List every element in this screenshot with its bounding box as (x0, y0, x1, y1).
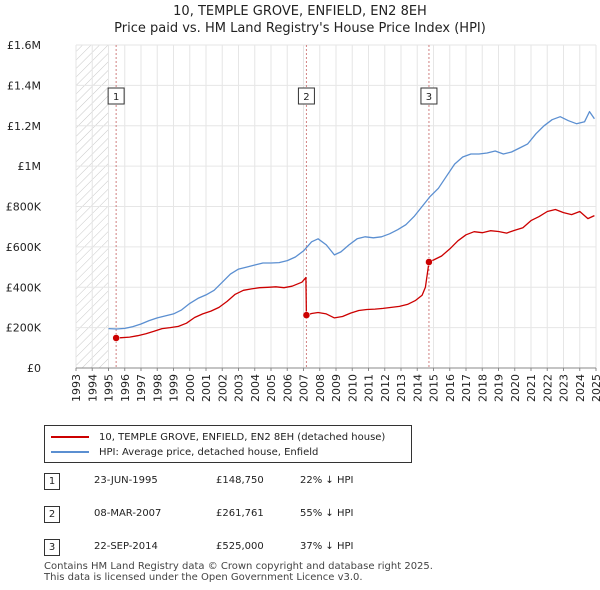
x-tick-label: 2014 (411, 374, 424, 402)
sale-date: 22-SEP-2014 (94, 541, 158, 552)
x-tick-label: 2016 (444, 374, 457, 402)
x-tick-label: 2005 (265, 374, 278, 402)
legend-entry-hpi: HPI: Average price, detached house, Enfi… (51, 445, 318, 459)
footer-copyright: Contains HM Land Registry data © Crown c… (44, 561, 433, 572)
sale-number-badge: 1 (44, 473, 60, 490)
legend-label-hpi: HPI: Average price, detached house, Enfi… (99, 446, 319, 458)
x-tick-label: 2013 (395, 374, 408, 402)
x-tick-label: 1997 (135, 374, 148, 402)
y-tick-label: £1.6M (7, 39, 41, 52)
sale-hpi-diff: 22% ↓ HPI (300, 475, 354, 486)
sale-point (112, 334, 120, 342)
x-tick-label: 2009 (330, 374, 343, 402)
x-tick-label: 2006 (281, 374, 294, 402)
y-tick-label: £1.2M (7, 120, 41, 133)
x-tick-label: 2008 (314, 374, 327, 402)
x-tick-label: 2011 (363, 374, 376, 402)
sale-point (302, 311, 311, 319)
legend-entry-property: 10, TEMPLE GROVE, ENFIELD, EN2 8EH (deta… (51, 430, 385, 444)
y-tick-label: £0 (27, 362, 41, 375)
x-tick-label: 2001 (200, 374, 213, 402)
sale-marker-box (297, 87, 315, 105)
sale-point (425, 258, 433, 266)
sale-marker-box (107, 87, 125, 105)
x-tick-label: 1999 (168, 374, 181, 402)
sale-date: 23-JUN-1995 (94, 475, 158, 486)
sale-marker-label: 1 (113, 92, 119, 103)
x-tick-label: 2019 (493, 374, 506, 402)
x-tick-label: 1993 (70, 374, 83, 402)
legend-label-property: 10, TEMPLE GROVE, ENFIELD, EN2 8EH (deta… (99, 431, 386, 443)
x-tick-label: 1996 (119, 374, 132, 402)
sale-price: £261,761 (216, 508, 264, 519)
sale-row: 3 22-SEP-2014 £525,000 37% ↓ HPI (44, 537, 444, 559)
sale-hpi-diff: 55% ↓ HPI (300, 508, 354, 519)
x-tick-label: 2017 (460, 374, 473, 402)
sale-marker-label: 3 (426, 92, 432, 103)
x-tick-label: 2004 (249, 374, 262, 402)
sale-date: 08-MAR-2007 (94, 508, 162, 519)
x-tick-label: 2010 (346, 374, 359, 402)
sale-hpi-diff: 37% ↓ HPI (300, 541, 354, 552)
x-tick-label: 2025 (590, 374, 600, 402)
sale-price: £148,750 (216, 475, 264, 486)
x-tick-label: 2002 (216, 374, 229, 402)
sale-marker-label: 2 (303, 92, 309, 103)
x-tick-label: 2020 (509, 374, 522, 402)
legend-swatch-property (51, 436, 89, 438)
sale-marker-box (420, 87, 438, 105)
y-tick-label: £600K (6, 241, 42, 254)
legend-swatch-hpi (51, 451, 89, 453)
y-tick-label: £200K (6, 322, 42, 335)
sale-price: £525,000 (216, 541, 264, 552)
x-tick-label: 2000 (184, 374, 197, 402)
x-tick-label: 1994 (86, 374, 99, 402)
x-tick-label: 1998 (151, 374, 164, 402)
x-tick-label: 2012 (379, 374, 392, 402)
x-tick-label: 2023 (558, 374, 571, 402)
sale-number-badge: 2 (44, 506, 60, 523)
chart-title: 10, TEMPLE GROVE, ENFIELD, EN2 8EH (173, 4, 427, 19)
y-tick-label: £800K (6, 201, 42, 214)
x-tick-label: 2007 (298, 374, 311, 402)
x-tick-label: 2018 (476, 374, 489, 402)
y-tick-label: £1.4M (7, 79, 41, 92)
x-tick-label: 2024 (574, 374, 587, 402)
property-series-line (116, 208, 595, 339)
chart-legend: 10, TEMPLE GROVE, ENFIELD, EN2 8EH (deta… (44, 425, 412, 463)
sale-row: 1 23-JUN-1995 £148,750 22% ↓ HPI (44, 471, 444, 493)
y-tick-label: £400K (6, 281, 42, 294)
x-tick-label: 2003 (233, 374, 246, 402)
x-tick-label: 2015 (428, 374, 441, 402)
chart-subtitle: Price paid vs. HM Land Registry's House … (114, 21, 486, 36)
y-tick-label: £1M (18, 160, 42, 173)
sale-row: 2 08-MAR-2007 £261,761 55% ↓ HPI (44, 504, 444, 526)
price-chart: £0 £200K £400K £600K £800K £1M £1.2M £1.4M £1.6M… (6, 39, 600, 402)
footer-licence: This data is licensed under the Open Gov… (44, 572, 363, 583)
sale-number-badge: 3 (44, 539, 60, 556)
x-tick-label: 2022 (541, 374, 554, 402)
x-tick-label: 2021 (525, 374, 538, 402)
hpi-series-line (108, 110, 595, 330)
x-tick-label: 1995 (103, 374, 116, 402)
